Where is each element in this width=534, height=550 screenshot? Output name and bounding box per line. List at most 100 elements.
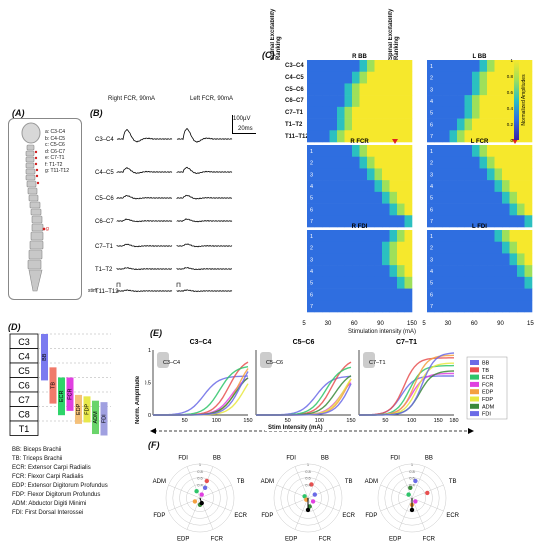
heatmap-cell	[457, 191, 465, 204]
heatmap-cell	[464, 191, 473, 204]
radar-axis-label: FCR	[423, 537, 436, 543]
heatmap-cell	[472, 276, 480, 289]
heatmap-cell	[337, 130, 345, 143]
heatmap-cell	[367, 145, 375, 158]
heatmap-cell	[449, 83, 458, 96]
x-tick: 100	[212, 418, 221, 424]
heatmap-cell	[442, 83, 450, 96]
heatmap-cell	[494, 106, 503, 119]
inset-label: C5–C6	[266, 360, 283, 366]
heatmap-cell	[494, 241, 503, 254]
heatmap-cell	[524, 156, 533, 169]
rank-label: 2	[430, 76, 433, 82]
heatmap-x-tick: 60	[351, 321, 358, 327]
colorbar-tick: 0.4	[507, 106, 514, 111]
heatmap-cell	[389, 230, 398, 243]
heatmap-cell	[307, 60, 315, 73]
heatmap-cell	[404, 106, 413, 119]
heatmap-cell	[382, 83, 390, 96]
heatmap-cell	[494, 276, 503, 289]
radar-ring-label: 0.6	[197, 476, 203, 481]
heatmap-x-tick: 90	[497, 321, 504, 327]
heatmap-cell	[397, 83, 405, 96]
heatmap-cell	[464, 276, 473, 289]
heatmap-cell	[359, 253, 368, 266]
radar-ring	[287, 477, 329, 519]
emg-trace	[116, 195, 173, 200]
emg-trace	[176, 243, 233, 248]
heatmap-cell	[337, 230, 345, 243]
heatmap-cell	[449, 60, 458, 73]
heatmap-cell	[517, 300, 525, 313]
radar-ring-label: 0.8	[197, 469, 203, 474]
heatmap-cell	[479, 180, 488, 193]
heatmap-cell	[524, 180, 533, 193]
radar-spoke	[411, 497, 444, 512]
heatmap-title: R BB	[352, 54, 367, 60]
heatmap-cell	[374, 130, 383, 143]
segment-label: T1	[19, 424, 30, 434]
heatmap-cell	[337, 300, 345, 313]
heatmap-cell	[329, 145, 338, 158]
heatmap-cell	[427, 230, 435, 243]
radar-point	[307, 504, 312, 509]
heatmap-cell	[329, 230, 338, 243]
heatmap-cell	[352, 288, 360, 301]
heatmap-cell	[487, 180, 495, 193]
radar-point	[192, 499, 198, 504]
heatmap-cell	[359, 106, 368, 119]
heatmap-cell	[382, 180, 390, 193]
heatmap-cell	[494, 253, 503, 266]
heatmap-cell	[352, 106, 360, 119]
recruitment-curve	[359, 370, 455, 416]
radar-ring	[280, 470, 336, 526]
heatmap-cell	[449, 203, 458, 216]
heatmap-cell	[374, 71, 383, 84]
muscle-bar	[75, 394, 82, 424]
heatmap-cell	[382, 95, 390, 108]
heatmap-cell	[502, 60, 510, 73]
recruitment-curve	[359, 362, 454, 416]
heatmap-x-tick: 90	[377, 321, 384, 327]
heatmap-cell	[457, 203, 465, 216]
heatmap-cell	[479, 106, 488, 119]
heatmap-cell	[397, 106, 405, 119]
heatmap-cell	[329, 203, 338, 216]
heatmap-cell	[509, 230, 518, 243]
heatmap-cell	[442, 230, 450, 243]
heatmap-cell	[352, 95, 360, 108]
heatmap-cell	[427, 83, 435, 96]
heatmap-cell	[374, 265, 383, 278]
heatmap-cell	[457, 71, 465, 84]
heatmap-cell	[389, 156, 398, 169]
recruitment-curve	[153, 361, 249, 416]
heatmap-cell	[329, 288, 338, 301]
heatmap-cell	[472, 300, 480, 313]
heatmap-cell	[442, 215, 450, 228]
heatmap-cell	[427, 168, 435, 181]
heatmap-cell	[382, 191, 390, 204]
muscle-legend-item: ADM: Abductor Digiti Minimi	[12, 501, 87, 507]
heatmap-cell	[337, 241, 345, 254]
heatmap-cell	[524, 168, 533, 181]
heatmap-cell	[509, 180, 518, 193]
trace-row-label: C3–C4	[95, 137, 114, 143]
radar-ring-label: 1	[411, 462, 414, 467]
heatmap-cell	[359, 230, 368, 243]
heatmap-cell	[352, 300, 360, 313]
heatmap-cell	[404, 180, 413, 193]
heatmap-cell	[404, 265, 413, 278]
rank-label: 3	[310, 172, 313, 178]
heatmap-cell	[487, 276, 495, 289]
radar-axis-label: FDI	[286, 455, 296, 461]
heatmap-cell	[389, 60, 398, 73]
heatmap-cell	[404, 215, 413, 228]
heatmap-cell	[449, 241, 458, 254]
stim-pulse-right	[116, 282, 121, 287]
recruitment-curve	[153, 377, 249, 416]
heatmap-cell	[464, 241, 473, 254]
segment-row-labels: C3–C4 C4–C5 C5–C6 C6–C7 C7–T1 T1–T2 T11–…	[285, 61, 309, 144]
radar-ring	[186, 484, 214, 512]
heatmap-cell	[472, 241, 480, 254]
heatmap-cell	[337, 215, 345, 228]
